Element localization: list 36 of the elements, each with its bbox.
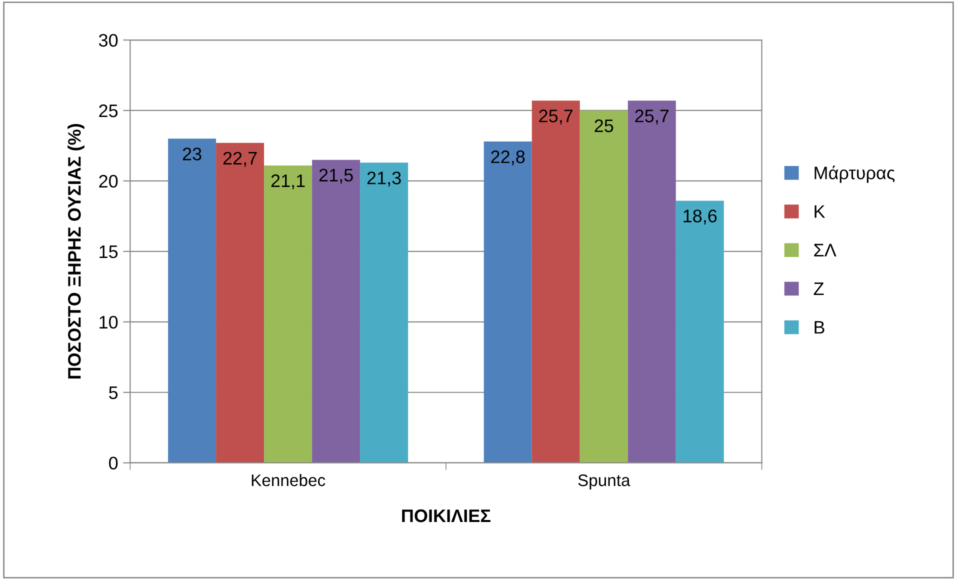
bar [264, 165, 312, 463]
bar [676, 200, 724, 463]
bar [312, 160, 360, 463]
data-label: 22,7 [223, 152, 257, 167]
bar [168, 138, 216, 463]
data-label: 18,6 [684, 210, 717, 225]
bar [628, 100, 676, 463]
x-tick-label: Spunta [578, 474, 630, 490]
data-label: 21,3 [367, 172, 401, 186]
x-axis-title: ΠΟΙΚΙΛΙΕΣ [402, 509, 490, 522]
y-tick-label: 0 [109, 456, 118, 470]
legend-label: Μάρτυρας [814, 166, 895, 183]
x-tick-label: Kennebec [252, 474, 326, 486]
data-label: 21,5 [319, 168, 353, 184]
y-tick-label: 5 [109, 386, 118, 400]
legend-label: Β [814, 321, 824, 334]
bar [216, 142, 264, 463]
y-tick-label: 10 [100, 316, 118, 329]
data-label: 21,1 [271, 174, 305, 190]
data-label: 22,8 [491, 150, 525, 166]
y-tick-label: 25 [99, 104, 118, 118]
bar [484, 141, 532, 463]
legend-label: Κ [814, 205, 826, 218]
y-tick-label: 30 [98, 34, 118, 47]
data-label: 25,7 [635, 110, 669, 124]
y-tick-label: 20 [99, 174, 118, 188]
bar [532, 100, 580, 463]
y-tick-label: 15 [100, 246, 118, 258]
legend-label: Ζ [814, 282, 824, 295]
y-axis-title: ΠΟΣΟΣΤΟ ΞΗΡΗΣ ΟΥΣΙΑΣ (%) [68, 124, 84, 379]
data-label: 25,7 [539, 110, 573, 124]
bar [360, 162, 408, 463]
bar [580, 110, 628, 463]
data-label: 25 [594, 119, 614, 132]
legend-label: ΣΛ [814, 244, 836, 256]
data-label: 23 [182, 148, 202, 160]
